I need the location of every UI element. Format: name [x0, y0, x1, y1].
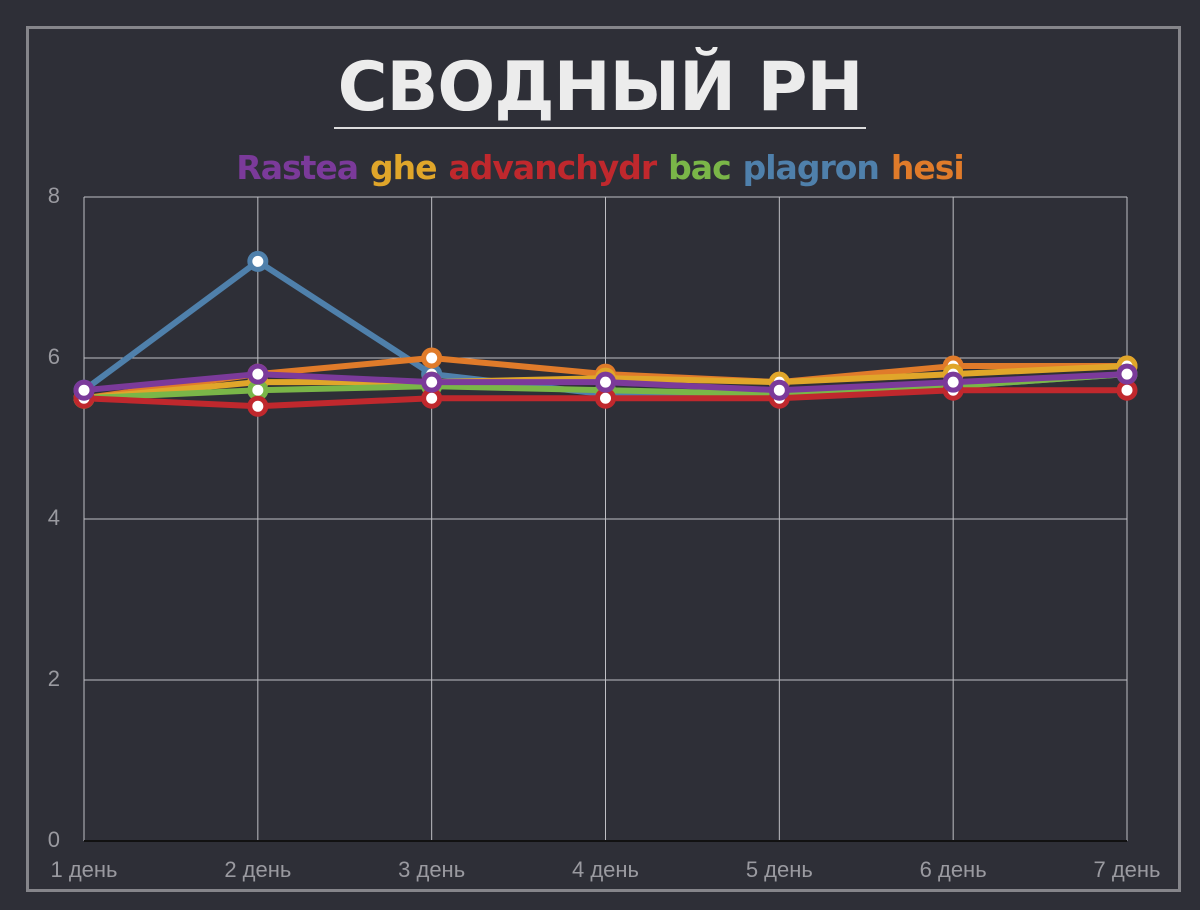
- data-point: [73, 379, 95, 401]
- title-box: СВОДНЫЙ PH: [0, 48, 1200, 129]
- legend-entry: advanchydr: [448, 148, 658, 187]
- data-point: [595, 371, 616, 393]
- legend-entry: Rastea: [236, 148, 359, 187]
- y-tick-label: 6: [48, 344, 60, 369]
- data-point: [768, 379, 790, 401]
- data-point: [247, 250, 269, 272]
- x-tick-label: 3 день: [398, 857, 465, 882]
- x-tick-label: 4 день: [572, 857, 639, 882]
- x-tick-label: 7 день: [1093, 857, 1160, 882]
- y-tick-label: 4: [48, 505, 60, 530]
- legend: Rastea ghe advanchydr bac plagron hesi: [0, 148, 1200, 187]
- y-tick-label: 8: [48, 183, 60, 208]
- data-point: [942, 371, 964, 393]
- legend-entry: ghe: [370, 148, 437, 187]
- data-point: [1116, 363, 1138, 385]
- y-tick-label: 2: [48, 666, 60, 691]
- legend-entry: plagron: [742, 148, 880, 187]
- data-point: [247, 395, 269, 417]
- frame: [26, 26, 1181, 892]
- legend-entry: hesi: [890, 148, 965, 187]
- y-tick-label: 0: [48, 827, 60, 852]
- x-tick-label: 1 день: [50, 857, 117, 882]
- x-tick-label: 5 день: [746, 857, 813, 882]
- data-point: [421, 347, 443, 369]
- legend-entry: bac: [668, 148, 731, 187]
- x-tick-label: 2 день: [224, 857, 291, 882]
- data-point: [247, 363, 269, 385]
- x-tick-label: 6 день: [920, 857, 987, 882]
- chart-title: СВОДНЫЙ PH: [333, 48, 867, 129]
- data-point: [421, 371, 443, 393]
